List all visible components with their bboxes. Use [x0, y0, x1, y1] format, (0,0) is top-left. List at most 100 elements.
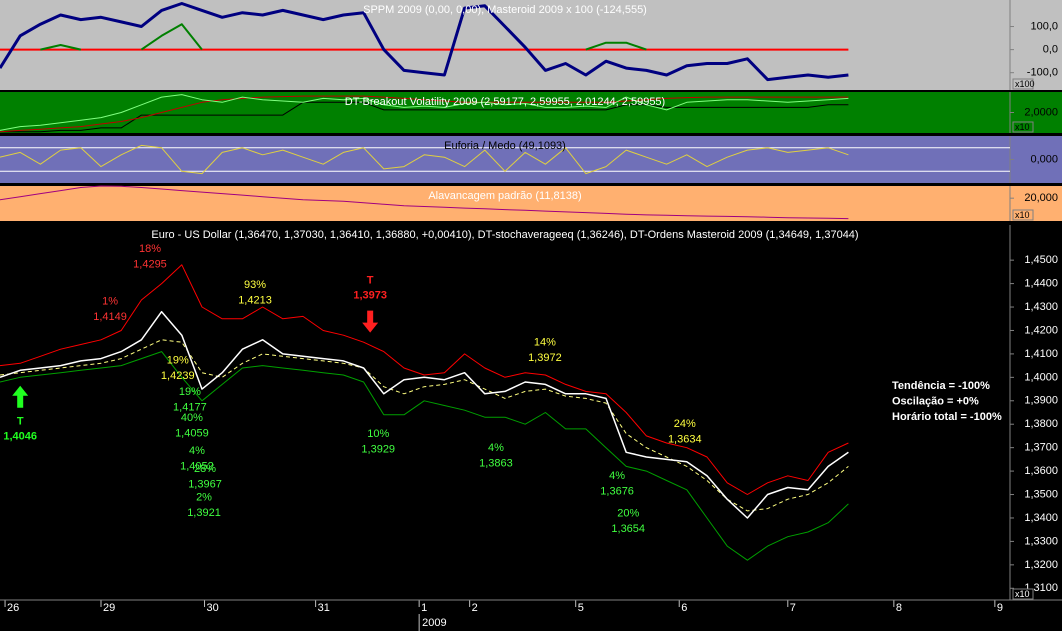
- y-tick-label: 1,3300: [1024, 535, 1058, 547]
- annotation: 1,3654: [611, 523, 645, 535]
- annotation: 1,4213: [238, 295, 272, 307]
- annotation: 1%: [102, 295, 118, 307]
- annotation: 4%: [609, 470, 625, 482]
- panel-title: Euro - US Dollar (1,36470, 1,37030, 1,36…: [151, 229, 858, 241]
- annotation: 1,4052: [180, 461, 214, 473]
- annotation: 1,3967: [188, 479, 222, 491]
- series-line: [0, 94, 849, 131]
- annotation: 93%: [244, 279, 266, 291]
- axis-multiplier-box: [1012, 209, 1034, 221]
- annotation: 40%: [181, 412, 203, 424]
- annotation: 1,3972: [528, 352, 562, 364]
- status-line: Oscilação = +0%: [892, 395, 979, 407]
- x-tick-label: 31: [318, 602, 330, 614]
- y-tick-label: 1,3600: [1024, 465, 1058, 477]
- annotation: 19%: [179, 386, 201, 398]
- axis-multiplier-box: [1012, 78, 1034, 90]
- y-tick-label: 1,4500: [1024, 254, 1058, 266]
- y-tick-label: 1,3200: [1024, 559, 1058, 571]
- annotation: 28%: [194, 463, 216, 475]
- panel-background: [0, 0, 1062, 90]
- y-tick-label: 100,0: [1030, 20, 1058, 32]
- axis-multiplier: x100: [1015, 79, 1035, 89]
- y-tick-label: 1,3800: [1024, 418, 1058, 430]
- series-line: [0, 351, 849, 561]
- x-tick-label: 29: [103, 602, 115, 614]
- annotation: 1,4149: [93, 311, 127, 323]
- y-tick-label: 1,4000: [1024, 371, 1058, 383]
- x-tick-label: 30: [207, 602, 219, 614]
- series-line: [0, 185, 849, 220]
- annotation: 20%: [617, 507, 639, 519]
- series-line: [0, 310, 849, 519]
- y-tick-label: 1,3400: [1024, 512, 1058, 524]
- status-line: Tendência = -100%: [892, 380, 990, 392]
- axis-multiplier: x10: [1015, 589, 1030, 599]
- x-tick-label: 1: [421, 602, 427, 614]
- y-tick-label: 1,3500: [1024, 488, 1058, 500]
- annotation: 1,3676: [600, 486, 634, 498]
- series-line: [0, 339, 849, 512]
- annotation: 18%: [139, 243, 161, 255]
- annotation: 2%: [196, 492, 212, 504]
- axis-multiplier: x10: [1015, 122, 1030, 132]
- panel-background: [0, 186, 1062, 221]
- y-tick-label: 0,000: [1030, 153, 1058, 165]
- y-tick-label: 20,000: [1024, 192, 1058, 204]
- x-tick-label: 6: [681, 602, 687, 614]
- series-line: [0, 2, 849, 82]
- y-tick-label: 1,4200: [1024, 324, 1058, 336]
- series-line: [40, 23, 647, 51]
- y-tick-label: 1,3900: [1024, 395, 1058, 407]
- annotation: 14%: [534, 337, 556, 349]
- x-tick-label: 8: [896, 602, 902, 614]
- year-label: 2009: [422, 617, 446, 629]
- status-line: Horário total = -100%: [892, 411, 1002, 423]
- y-tick-label: 0,0: [1043, 44, 1058, 56]
- y-tick-label: 1,3700: [1024, 442, 1058, 454]
- panel-title: DT-Breakout Volatility 2009 (2,59177, 2,…: [345, 96, 665, 108]
- series-line: [0, 95, 849, 133]
- series-line: [0, 264, 849, 495]
- annotation: 24%: [674, 418, 696, 430]
- annotation: 4%: [488, 442, 504, 454]
- x-tick-label: 2: [472, 602, 478, 614]
- signal-label: 1,4046: [3, 431, 37, 443]
- series-line: [0, 144, 849, 175]
- y-tick-label: 2,0000: [1024, 106, 1058, 118]
- y-tick-label: 1,4100: [1024, 348, 1058, 360]
- panel-background: [0, 92, 1062, 133]
- signal-arrow: [362, 310, 379, 333]
- signal-label: 1,3973: [353, 289, 387, 301]
- annotation: 10%: [367, 428, 389, 440]
- x-tick-label: 7: [790, 602, 796, 614]
- signal-label: T: [367, 274, 374, 286]
- panel-title: Euforia / Medo (49,1093): [444, 140, 566, 152]
- x-tick-label: 5: [578, 602, 584, 614]
- y-tick-label: 1,4400: [1024, 278, 1058, 290]
- x-tick-label: 26: [7, 602, 19, 614]
- x-tick-label: 9: [997, 602, 1003, 614]
- axis-multiplier: x10: [1015, 210, 1030, 220]
- signal-arrow: [12, 385, 29, 408]
- axis-multiplier-box: [1012, 588, 1034, 600]
- y-tick-label: 1,4300: [1024, 301, 1058, 313]
- y-tick-label: -100,0: [1027, 67, 1058, 79]
- series-line: [0, 101, 849, 133]
- panel-title: Alavancagem padrão (11,8138): [428, 190, 581, 202]
- signal-label: T: [17, 416, 24, 428]
- annotation: 1,3863: [479, 458, 513, 470]
- annotation: 4%: [189, 445, 205, 457]
- annotation: 1,4295: [133, 258, 167, 270]
- annotation: 1,4059: [175, 427, 209, 439]
- annotation: 1,3921: [187, 507, 221, 519]
- annotation: 1,4239: [161, 370, 195, 382]
- annotation: 19%: [167, 355, 189, 367]
- annotation: 1,3929: [361, 444, 395, 456]
- annotation: 1,4177: [173, 401, 207, 413]
- annotation: 1,3634: [668, 433, 702, 445]
- panel-background: [0, 225, 1062, 600]
- panel-background: [0, 136, 1062, 183]
